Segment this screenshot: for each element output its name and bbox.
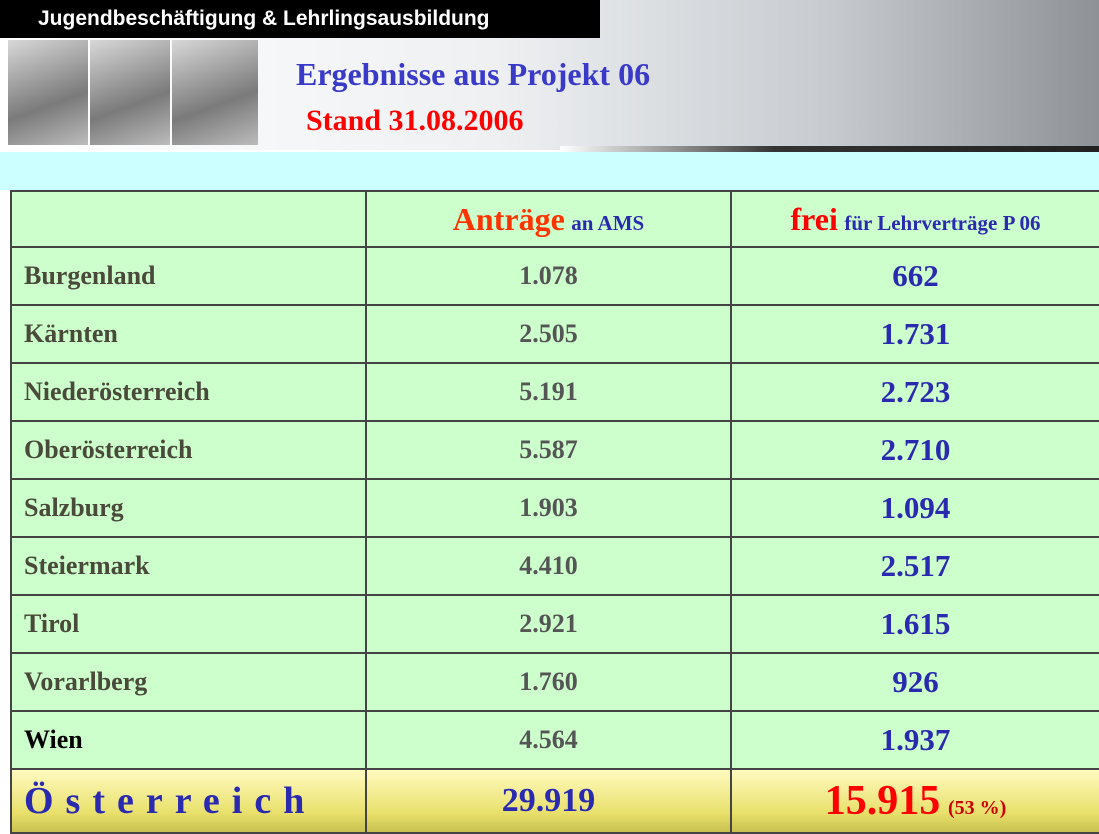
photo xyxy=(172,40,258,145)
header-cell: frei für Lehrverträge P 06 xyxy=(731,191,1099,247)
table-cell: Kärnten xyxy=(11,305,366,363)
table-cell: 2.505 xyxy=(366,305,731,363)
total-cell: 29.919 xyxy=(366,769,731,833)
table-cell: 1.078 xyxy=(366,247,731,305)
table-cell: Salzburg xyxy=(11,479,366,537)
banner: Jugendbeschäftigung & Lehrlingsausbildun… xyxy=(0,0,600,38)
band xyxy=(0,152,1099,190)
table-cell: 5.587 xyxy=(366,421,731,479)
page: Jugendbeschäftigung & Lehrlingsausbildun… xyxy=(0,0,1099,832)
table-cell: 2.517 xyxy=(731,537,1099,595)
table-cell: 2.710 xyxy=(731,421,1099,479)
photo xyxy=(90,40,170,145)
table-cell: 1.731 xyxy=(731,305,1099,363)
table-cell: Steiermark xyxy=(11,537,366,595)
header-main: frei xyxy=(790,201,837,237)
table-cell: 1.903 xyxy=(366,479,731,537)
table-cell: 2.921 xyxy=(366,595,731,653)
total-value: 15.915 xyxy=(825,778,941,824)
table-cell: 1.615 xyxy=(731,595,1099,653)
subtitle: Stand 31.08.2006 xyxy=(306,104,524,138)
table-cell: Burgenland xyxy=(11,247,366,305)
table-cell: Niederösterreich xyxy=(11,363,366,421)
table-cell: 1.760 xyxy=(366,653,731,711)
header-row: Anträge an AMS frei für Lehrverträge P 0… xyxy=(11,191,1099,247)
table-cell: 662 xyxy=(731,247,1099,305)
table-cell: Vorarlberg xyxy=(11,653,366,711)
table-cell: Oberösterreich xyxy=(11,421,366,479)
table-cell: 4.564 xyxy=(366,711,731,769)
total-name: Österreich xyxy=(11,769,366,833)
header-rest: an AMS xyxy=(571,211,644,235)
total-cell: 15.915 (53 %) xyxy=(731,769,1099,833)
table-cell: 926 xyxy=(731,653,1099,711)
table-cell: 1.094 xyxy=(731,479,1099,537)
table-cell: Tirol xyxy=(11,595,366,653)
table-cell: Wien xyxy=(11,711,366,769)
header-main: Anträge xyxy=(453,201,565,237)
table-cell: 5.191 xyxy=(366,363,731,421)
header-cell xyxy=(11,191,366,247)
title: Ergebnisse aus Projekt 06 xyxy=(296,56,650,93)
header-rest: für Lehrverträge P 06 xyxy=(844,211,1040,235)
table-cell: 4.410 xyxy=(366,537,731,595)
photo xyxy=(8,40,88,145)
table-cell: 1.937 xyxy=(731,711,1099,769)
results-table: Anträge an AMS frei für Lehrverträge P 0… xyxy=(10,190,1099,834)
table-cell: 2.723 xyxy=(731,363,1099,421)
header-cell: Anträge an AMS xyxy=(366,191,731,247)
total-share: (53 %) xyxy=(948,797,1006,819)
